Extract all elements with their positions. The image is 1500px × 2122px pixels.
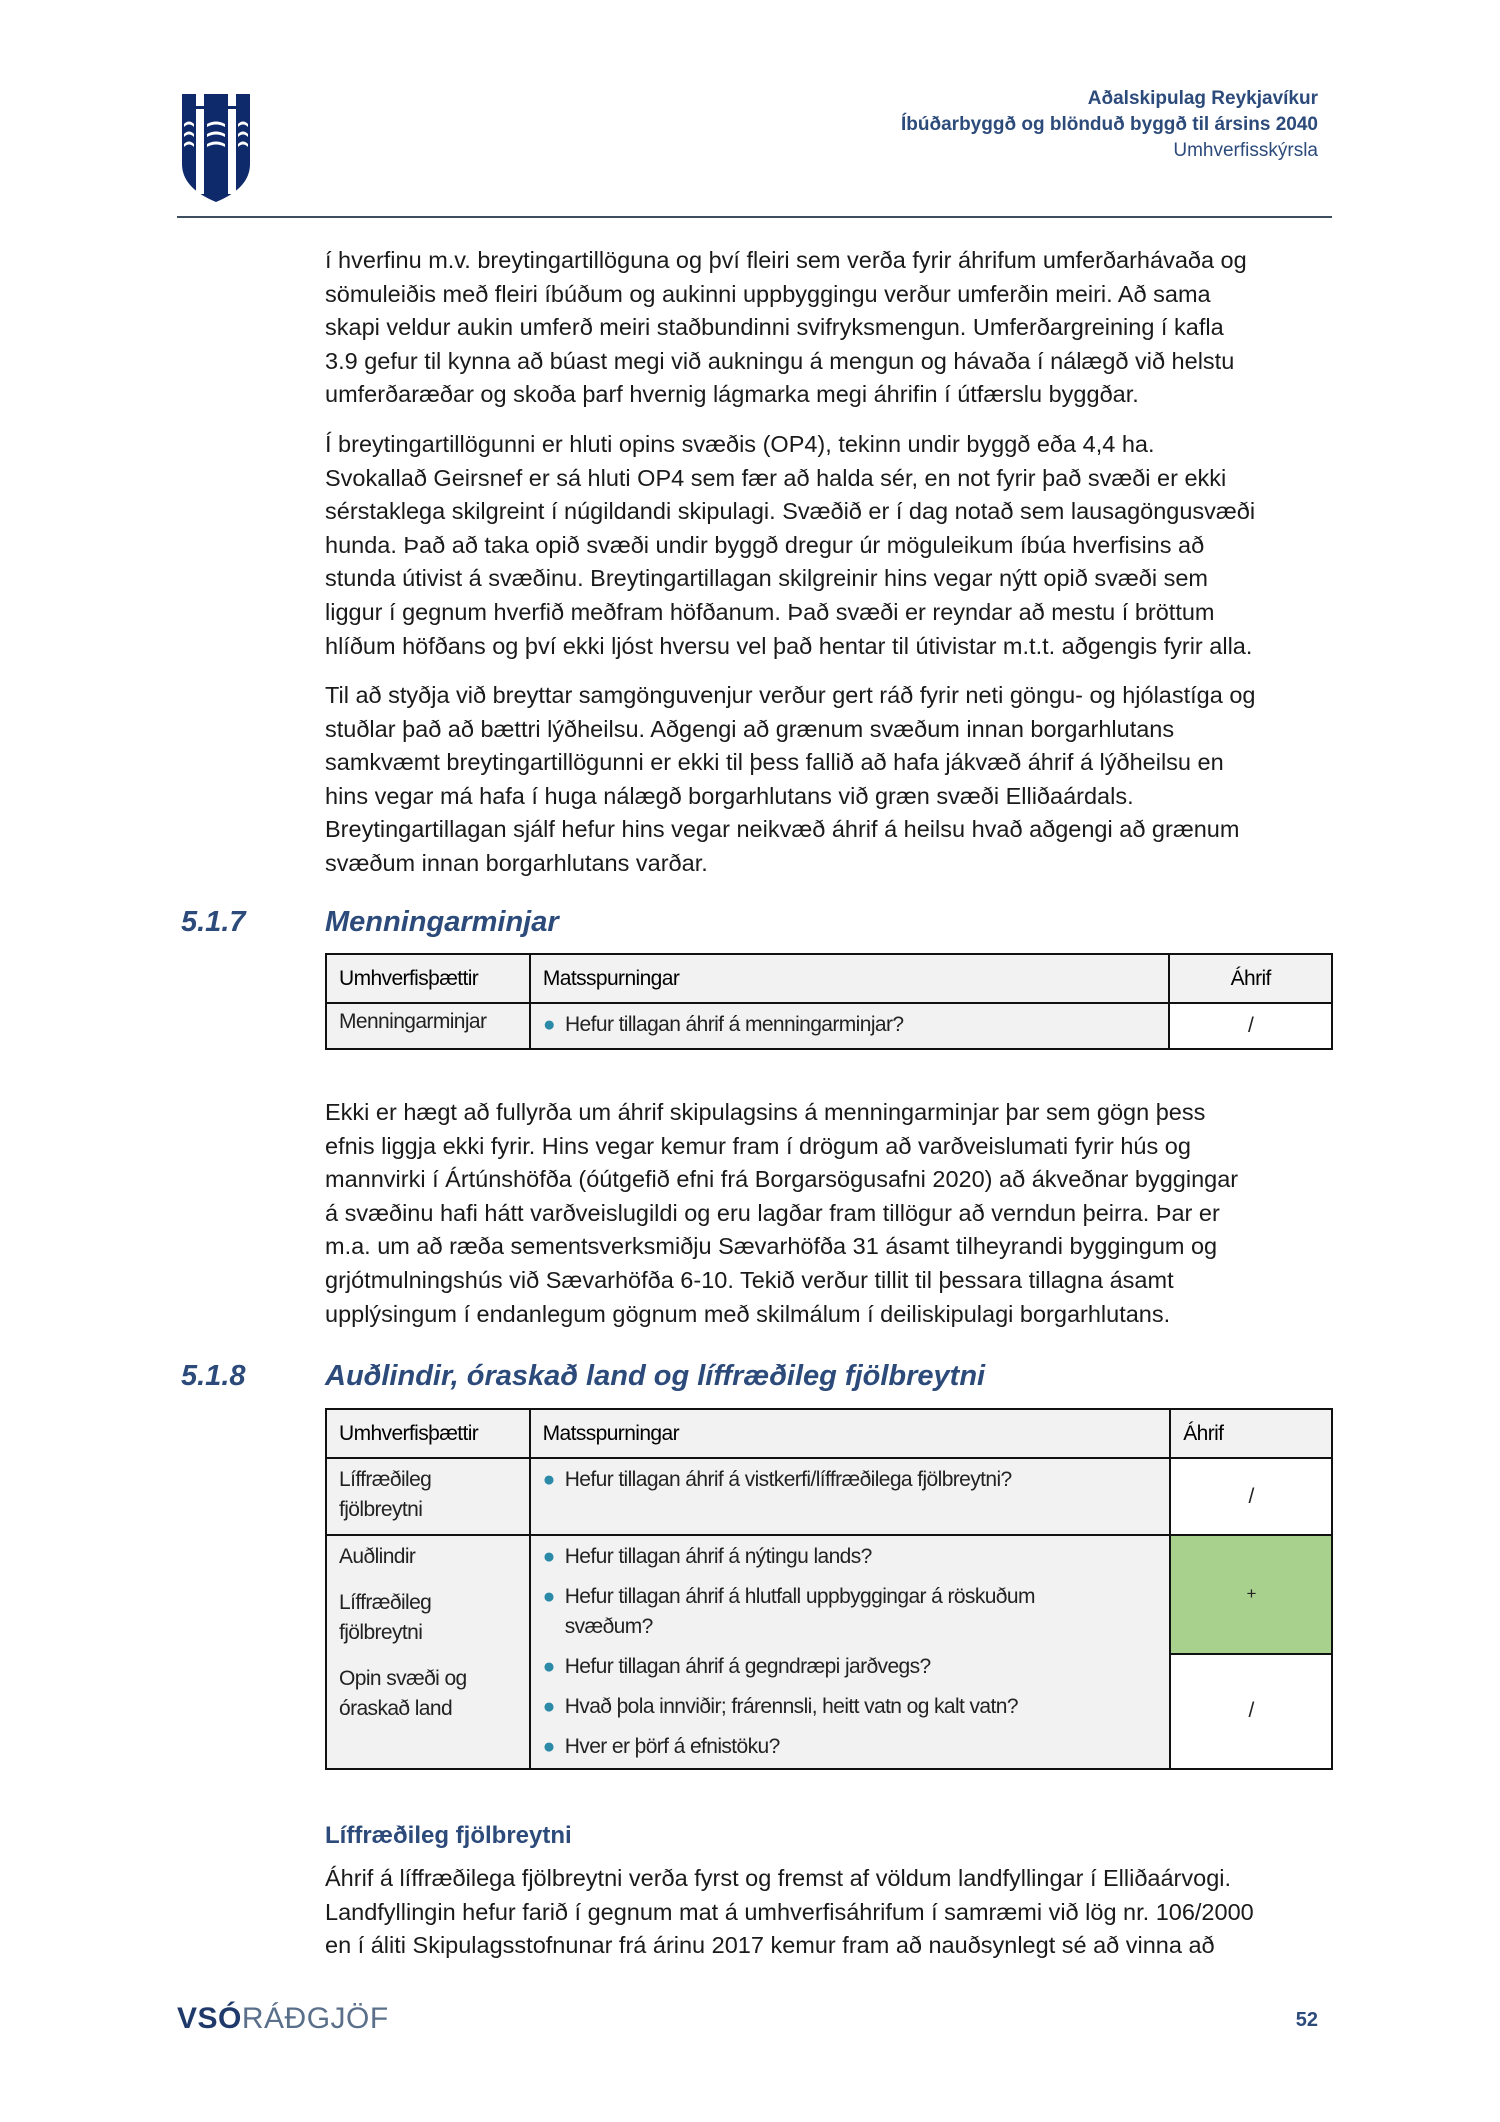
text-line: Áhrif á líffræðilega fjölbreytni verða f… [325,1865,1232,1891]
vso-radgjof-logo: VSÓRÁÐGJÖF [177,2002,389,2036]
factor-cell: Líffræðileg fjölbreytni [325,1457,531,1536]
text-line: en í áliti Skipulagsstofnunar frá árinu … [325,1932,1215,1959]
question-text: Hefur tillagan áhrif á vistkerfi/líffræð… [564,1468,1012,1491]
text-line: mannvirki í Ártúnshöfða (óútgefið efni f… [325,1166,1239,1193]
text-line: upplýsingum í endanlegum gögnum með skil… [325,1300,1171,1327]
question-text: Hefur tillagan áhrif á nýtingu lands? [564,1545,873,1568]
brand-bold: VSÓ [177,2002,242,2035]
question-cell: ● Hefur tillagan áhrif á menningarminjar? [528,1002,1171,1050]
text-line: skapi veldur aukin umferð meiri staðbund… [325,314,1224,341]
reykjavik-coat-of-arms-logo [182,94,250,202]
text-line: sömuleiðis með fleiri íbúðum og aukinni … [325,280,1211,307]
text-line: samkvæmt breytingartillögunni er ekki ti… [325,749,1224,776]
bullet-icon: ● [542,1013,556,1036]
text-line: liggur í gegnum hverfið meðfram höfðanum… [325,598,1215,625]
paragraph: Áhrif á líffræðilega fjölbreytni verða f… [325,1862,1345,1963]
paragraph: Í breytingartillögunni er hluti opins sv… [325,428,1345,663]
text-line: grjótmulningshús við Sævarhöfða 6-10. Te… [325,1266,1174,1293]
factor-cell: Menningarminjar [325,1002,531,1050]
factor-cell: Auðlindir Líffræðileg fjölbreytni Opin s… [325,1534,531,1770]
text-line: Í breytingartillögunni er hluti opins sv… [325,431,1155,457]
text-line: m.a. um að ræða sementsverksmiðju Sævarh… [325,1233,1218,1260]
factor-text: Auðlindir [339,1545,416,1568]
text-line: Svokallað Geirsnef er sá hluti OP4 sem f… [325,464,1227,491]
page-number: 52 [1295,2009,1318,2031]
paragraph: Til að styðja við breyttar samgönguvenju… [325,679,1345,881]
question-text: Hefur tillagan áhrif á menningarminjar? [564,1013,904,1036]
text-line: í hverfinu m.v. breytingartillöguna og þ… [325,247,1247,273]
text-line: á svæðinu hafi hátt varðveislugildi og e… [325,1199,1220,1226]
paragraph: Ekki er hægt að fullyrða um áhrif skipul… [325,1096,1345,1331]
column-header: Umhverfisþættir [325,953,531,1004]
column-header: Matsspurningar [528,953,1171,1004]
subsection-heading: Líffræðileg fjölbreytni [325,1822,572,1849]
text-line: Ekki er hægt að fullyrða um áhrif skipul… [325,1099,1206,1125]
question-text: Hefur tillagan áhrif á gegndræpi jarðveg… [564,1655,931,1678]
column-header: Umhverfisþættir [325,1408,531,1459]
text-line: Breytingartillagan sjálf hefur hins vega… [325,816,1240,843]
text-line: hunda. Það að taka opið svæði undir bygg… [325,531,1205,558]
question-cell: ● Hefur tillagan áhrif á vistkerfi/líffræ… [528,1457,1172,1536]
text-line: hlíðum höfðans og því ekki ljóst hversu … [325,632,1253,659]
question-text: Hvað þola innviðir; frárennsli, heitt va… [564,1695,1019,1718]
question-text: Hefur tillagan áhrif á hlutfall uppbyggi… [564,1585,1036,1638]
table-header-row: Umhverfisþættir Matsspurningar Áhrif [325,953,1333,1004]
column-header: Áhrif [1168,953,1333,1004]
text-line: svæðum innan borgarhlutans varðar. [325,849,708,876]
text-line: Landfyllingin hefur farið í gegnum mat á… [325,1898,1254,1925]
bullet-icon: ● [542,1545,556,1568]
section-number: 5.1.7 [181,906,246,938]
bullet-icon: ● [542,1735,556,1758]
brand-light: RÁÐGJÖF [241,2002,389,2035]
question-cell: ● Hefur tillagan áhrif á nýtingu lands? ●… [528,1534,1172,1770]
bullet-icon: ● [542,1655,556,1678]
text-line: hins vegar má hafa í huga nálægð borgarh… [325,782,1134,809]
text-line: 3.9 gefur til kynna að búast megi við au… [325,347,1235,374]
table-header-row: Umhverfisþættir Matsspurningar Áhrif [325,1408,1333,1459]
paragraph: í hverfinu m.v. breytingartillöguna og þ… [325,244,1345,412]
section-number: 5.1.8 [181,1360,246,1392]
section-title: Menningarminjar [325,906,559,938]
column-header: Matsspurningar [528,1408,1172,1459]
header-doc-type: Umhverfisskýrsla [1173,140,1318,161]
column-header: Áhrif [1169,1408,1333,1459]
header-title: Aðalskipulag Reykjavíkur [1087,88,1318,109]
effect-cell: / [1168,1002,1333,1050]
question-text: Hver er þörf á efnistöku? [564,1735,781,1758]
bullet-icon: ● [542,1585,556,1608]
text-line: Til að styðja við breyttar samgönguvenju… [325,682,1256,708]
text-line: stuðlar það að bættri lýðheilsu. Aðgengi… [325,715,1175,742]
table-row: / [326,1652,1333,1771]
table-row: Líffræðileg fjölbreytni ● Hefur tillagan … [325,1457,1333,1536]
assessment-table-resources: Umhverfisþættir Matsspurningar Áhrif Líf… [325,1408,1333,1771]
text-line: stunda útivist á svæðinu. Breytingartill… [325,565,1208,592]
text-line: umferðaræðar og skoða þarf hvernig lágma… [325,381,1139,408]
factor-text: Opin svæði og óraskað land [339,1667,467,1720]
table-row: Auðlindir Líffræðileg fjölbreytni Opin s… [325,1534,1333,1770]
effect-cell: / [1169,1652,1333,1771]
section-title: Auðlindir, óraskað land og líffræðileg f… [325,1360,986,1392]
text-line: efnis liggja ekki fyrir. Hins vegar kemu… [325,1132,1191,1159]
effect-cell: / [1169,1457,1333,1536]
bullet-icon: ● [542,1468,556,1491]
text-line: sérstaklega skilgreint í núgildandi skip… [325,498,1256,525]
bullet-icon: ● [542,1695,556,1718]
header-subtitle: Íbúðarbyggð og blönduð byggð til ársins … [901,114,1318,135]
assessment-table-cultural-heritage: Umhverfisþættir Matsspurningar Áhrif Men… [325,953,1333,1050]
table-row: Menningarminjar ● Hefur tillagan áhrif á … [325,1002,1333,1050]
factor-text: Líffræðileg fjölbreytni [339,1591,432,1644]
header-divider [177,216,1332,218]
effect-cell-positive: + [1169,1534,1333,1655]
